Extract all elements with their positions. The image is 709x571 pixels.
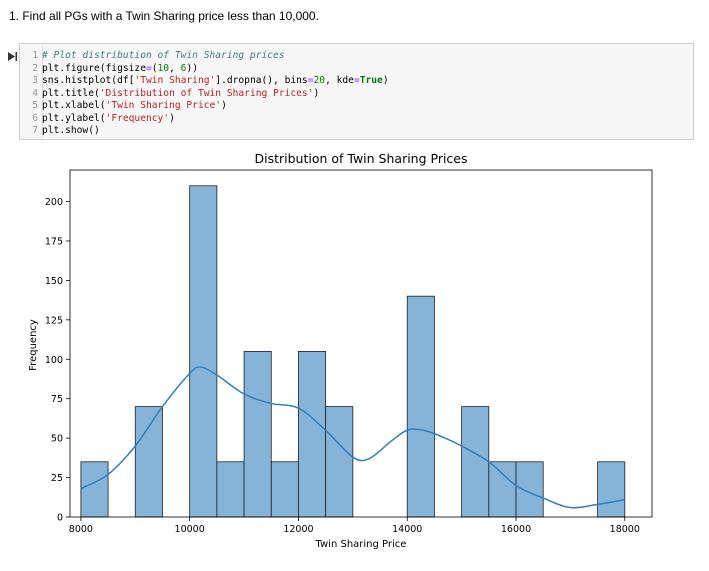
- code-token: sns.histplot(df[: [42, 75, 135, 86]
- line-number: 7: [32, 125, 38, 136]
- code-token: plt.title(: [42, 87, 100, 99]
- run-cell-icon[interactable]: [7, 51, 18, 62]
- code-token: plt.ylabel(: [42, 112, 106, 124]
- markdown-prompt-text: 1. Find all PGs with a Twin Sharing pric…: [9, 9, 319, 23]
- y-axis-ticks: 0 25 50 75 100 125 150 175 200: [45, 197, 70, 524]
- y-tick-label: 75: [51, 394, 63, 405]
- histogram-bar: [597, 461, 626, 518]
- code-token: =: [353, 75, 360, 86]
- code-token: 'Twin Sharing Price': [105, 100, 222, 111]
- y-axis-label: Frequency: [28, 319, 39, 371]
- histogram-bar: [461, 406, 490, 518]
- x-tick-label: 18000: [610, 524, 640, 535]
- plot-frame: [69, 169, 653, 518]
- histogram-bar: [515, 461, 544, 518]
- line-number: 2: [32, 62, 38, 74]
- code-line[interactable]: 3 sns.histplot(df['Twin Sharing'].dropna(…: [20, 74, 389, 87]
- histogram-chart: Distribution of Twin Sharing Prices 8000…: [28, 151, 653, 550]
- x-tick-label: 10000: [175, 524, 205, 535]
- histogram-bar: [406, 295, 435, 518]
- y-tick-label: 175: [45, 236, 63, 247]
- code-token: ].dropna(), bins: [215, 75, 308, 86]
- code-token: ): [221, 100, 227, 111]
- code-token: ): [382, 75, 389, 86]
- code-token: 'Frequency': [105, 112, 170, 124]
- code-token: =: [145, 62, 152, 74]
- code-token: True: [359, 75, 383, 86]
- code-token: 'Distribution of Twin Sharing Prices': [99, 87, 314, 99]
- line-number: 3: [32, 75, 38, 86]
- x-axis-label: Twin Sharing Price: [315, 539, 407, 550]
- line-number: 4: [32, 87, 38, 99]
- y-tick-label: 50: [51, 434, 63, 445]
- histogram-bar: [488, 461, 517, 518]
- code-line[interactable]: 7 plt.show(): [20, 124, 100, 137]
- code-token: # Plot distribution of Twin Sharing pric…: [42, 50, 285, 61]
- histogram-bar: [298, 350, 327, 518]
- histogram-bar: [216, 461, 245, 518]
- code-token: plt.xlabel(: [42, 100, 106, 111]
- y-tick-label: 25: [51, 473, 63, 484]
- chart-title: Distribution of Twin Sharing Prices: [254, 151, 467, 166]
- code-token: )): [186, 62, 198, 74]
- code-token: ,: [169, 62, 181, 74]
- code-token: 10: [157, 62, 170, 74]
- line-number: 6: [32, 112, 38, 124]
- y-tick-label: 150: [45, 276, 63, 287]
- line-number-gutter: [42, 46, 43, 137]
- x-axis-ticks: 8000 10000 12000 14000 16000 18000: [69, 517, 640, 535]
- y-tick-label: 200: [45, 197, 63, 208]
- code-cell[interactable]: 1 # Plot distribution of Twin Sharing pri…: [19, 43, 694, 140]
- histogram-bar: [243, 350, 272, 518]
- histogram-bar: [189, 185, 218, 518]
- y-tick-label: 100: [45, 355, 63, 366]
- code-token: =: [307, 75, 314, 86]
- code-token: ): [169, 112, 175, 124]
- histogram-bar: [325, 406, 354, 518]
- y-tick-label: 0: [57, 513, 63, 524]
- code-token: plt.show(): [42, 125, 100, 136]
- x-tick-label: 14000: [392, 524, 422, 535]
- histogram-bar: [80, 461, 109, 518]
- code-token: ): [313, 87, 320, 99]
- x-tick-label: 8000: [69, 524, 93, 535]
- code-line[interactable]: 1 # Plot distribution of Twin Sharing pri…: [20, 49, 285, 62]
- code-line[interactable]: 2 plt.figure(figsize=(10, 6)): [20, 62, 198, 75]
- x-tick-label: 12000: [283, 524, 313, 535]
- histogram-bar: [134, 406, 163, 518]
- code-token: 'Twin Sharing': [134, 75, 216, 86]
- code-line[interactable]: 4 plt.title('Distribution of Twin Sharing…: [20, 87, 319, 100]
- code-token: (: [151, 62, 158, 74]
- code-token: 6: [180, 62, 187, 74]
- line-number: 1: [32, 50, 38, 61]
- x-tick-label: 16000: [501, 524, 531, 535]
- code-line[interactable]: 5 plt.xlabel('Twin Sharing Price'): [20, 99, 227, 112]
- y-tick-label: 125: [45, 315, 63, 326]
- histogram-bars: [80, 185, 626, 518]
- code-token: plt.figure(figsize: [42, 62, 146, 74]
- code-token: 20: [313, 75, 326, 86]
- histogram-bar: [270, 461, 299, 518]
- line-number: 5: [32, 100, 38, 111]
- code-token: , kde: [325, 75, 354, 86]
- kde-curve: [80, 366, 625, 509]
- code-line[interactable]: 6 plt.ylabel('Frequency'): [20, 112, 175, 125]
